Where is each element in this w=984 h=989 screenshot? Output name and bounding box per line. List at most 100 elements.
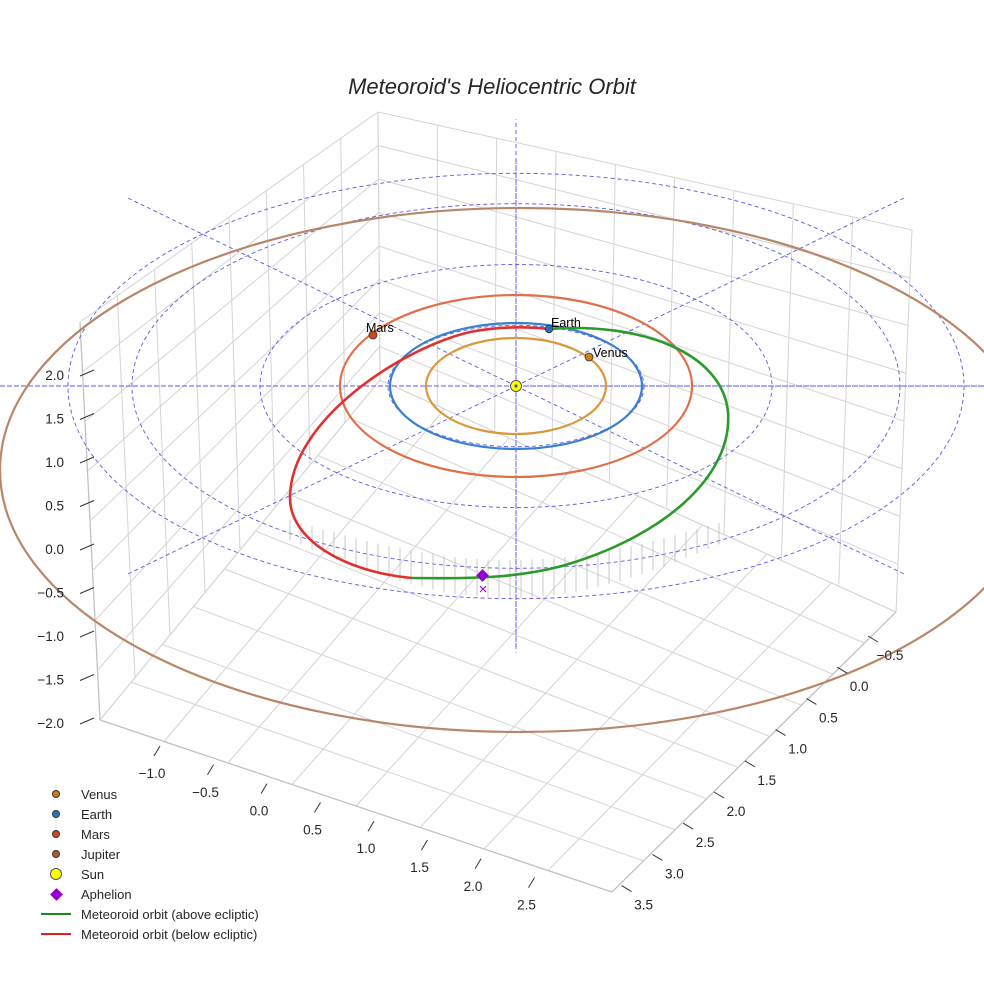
grid-line [255, 530, 770, 737]
ecliptic-spoke [515, 385, 906, 575]
legend-item: Aphelion [36, 884, 259, 904]
legend-symbol [36, 884, 76, 904]
grid-line [92, 279, 380, 572]
legend-item: Meteoroid orbit (below ecliptic) [36, 924, 259, 944]
legend-label: Venus [81, 786, 118, 802]
z-tick-mark [79, 456, 95, 464]
grid-line [89, 245, 380, 522]
z-tick-label: −0.5 [37, 586, 64, 601]
grid-line [162, 643, 676, 831]
z-tick-mark [79, 543, 95, 551]
grid-line [224, 568, 739, 769]
legend-label: Meteoroid orbit (below ecliptic) [81, 926, 258, 942]
z-tick-label: −1.5 [37, 673, 64, 688]
grid-line [265, 190, 276, 508]
z-tick-label: −2.0 [37, 716, 64, 731]
chart-legend: Venus Earth Mars Jupiter Sun Aphelion Meteoroi… [36, 784, 259, 944]
legend-label: Aphelion [81, 886, 132, 902]
venus-label: Venus [593, 346, 628, 360]
grid-line [379, 346, 899, 565]
mars-marker [368, 330, 378, 340]
x-tick-mark [474, 858, 482, 870]
legend-symbol [36, 924, 76, 944]
y-tick-mark [836, 666, 848, 674]
grid-line [378, 178, 909, 326]
aphelion-projection: × [479, 581, 488, 598]
y-tick-mark [713, 791, 725, 799]
z-tick-label: −1.0 [37, 629, 64, 644]
z-tick-mark [79, 369, 95, 377]
jupiter-orbit [0, 206, 984, 734]
legend-label: Meteoroid orbit (above ecliptic) [81, 906, 259, 922]
y-tick-label: 3.5 [634, 898, 653, 913]
x-tick-mark [153, 745, 161, 757]
meteoroid-orbit-above [411, 326, 730, 580]
x-tick-mark [207, 764, 214, 776]
legend-line [41, 913, 71, 915]
legend-dot [52, 790, 60, 798]
grid-line [317, 455, 834, 675]
sun-core [514, 384, 518, 388]
y-tick-mark [621, 885, 632, 893]
z-tick-label: 1.5 [45, 412, 64, 427]
legend-label: Sun [81, 866, 105, 882]
y-axis-line [611, 611, 897, 893]
grid-line [378, 212, 907, 374]
venus-orbit [424, 336, 608, 436]
grid-line [303, 164, 311, 466]
legend-symbol [36, 784, 76, 804]
grid-line [377, 111, 913, 231]
x-tick-label: 0.5 [303, 822, 322, 837]
x-tick-mark [528, 877, 535, 888]
earth-marker [544, 324, 554, 334]
earth-label: Earth [551, 316, 581, 330]
legend-symbol [36, 864, 76, 884]
x-tick-label: −1.0 [139, 766, 166, 781]
legend-dot [52, 810, 60, 818]
grid-line [286, 492, 802, 706]
y-tick-mark [682, 822, 694, 830]
y-tick-label: 3.0 [665, 866, 684, 881]
grid-line [379, 379, 897, 613]
z-tick-label: 2.0 [45, 368, 64, 383]
z-tick-mark [79, 587, 95, 594]
z-axis-line [79, 321, 101, 721]
y-tick-label: 2.5 [696, 835, 715, 850]
y-tick-label: 0.5 [819, 710, 838, 725]
grid-line [547, 582, 832, 871]
legend-symbol [36, 824, 76, 844]
grid-line [130, 681, 644, 862]
mars-label: Mars [366, 321, 394, 335]
z-tick-mark [79, 674, 95, 681]
legend-item: Jupiter [36, 844, 259, 864]
grid-line [348, 417, 865, 644]
legend-item: Meteoroid orbit (above ecliptic) [36, 904, 259, 924]
y-tick-label: 1.5 [757, 773, 776, 788]
z-tick-label: 1.0 [45, 455, 64, 470]
legend-label: Earth [81, 806, 113, 822]
earth-orbit [388, 321, 644, 451]
x-tick-label: 2.5 [517, 898, 536, 913]
grid-line [355, 495, 639, 807]
legend-label: Mars [81, 826, 110, 842]
x-tick-label: 1.5 [410, 860, 429, 875]
grid-line [227, 437, 510, 764]
x-axis-line [99, 719, 613, 893]
grid-line [340, 138, 346, 423]
legend-symbol [36, 904, 76, 924]
mars-orbit [338, 293, 694, 479]
grid-line [291, 466, 574, 785]
legend-item: Earth [36, 804, 259, 824]
grid-line [99, 379, 381, 721]
y-tick-label: 2.0 [727, 804, 746, 819]
z-tick-mark [79, 717, 95, 725]
y-tick-mark [652, 853, 663, 861]
grid-line [163, 408, 445, 742]
x-tick-mark [314, 802, 321, 813]
legend-line [41, 933, 71, 935]
ecliptic-spoke [515, 197, 906, 387]
legend-symbol [36, 804, 76, 824]
y-tick-mark [744, 760, 756, 768]
legend-item: Sun [36, 864, 259, 884]
